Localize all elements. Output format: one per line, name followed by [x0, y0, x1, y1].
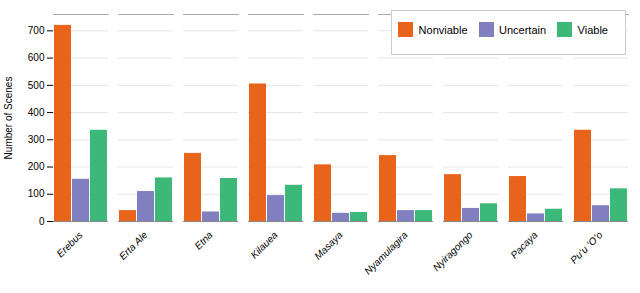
svg-text:Puʻu ʻOʻo: Puʻu ʻOʻo: [568, 229, 605, 266]
svg-text:500: 500: [28, 80, 45, 91]
svg-text:400: 400: [28, 107, 45, 118]
svg-text:Nyamulagira: Nyamulagira: [362, 229, 410, 277]
svg-text:Masaya: Masaya: [312, 229, 345, 262]
svg-text:0: 0: [39, 216, 45, 227]
html-text:Uncertain: Uncertain: [499, 23, 547, 36]
html-text:Nonviable: Nonviable: [418, 23, 468, 36]
svg-text:200: 200: [28, 161, 45, 172]
svg-text:Erebus: Erebus: [54, 229, 84, 259]
svg-text:600: 600: [28, 52, 45, 63]
svg-text:100: 100: [28, 188, 45, 199]
svg-text:Kilauea: Kilauea: [248, 229, 280, 261]
html-text:Viable: Viable: [577, 23, 608, 36]
svg-text:Etna: Etna: [192, 229, 215, 252]
svg-text:Pacaya: Pacaya: [508, 229, 540, 261]
svg-text:300: 300: [28, 134, 45, 145]
svg-text:700: 700: [28, 25, 45, 36]
svg-text:Number of Scenes: Number of Scenes: [3, 77, 14, 160]
svg-text:Nyiragongo: Nyiragongo: [431, 229, 475, 273]
svg-text:Erta Ale: Erta Ale: [117, 229, 150, 262]
